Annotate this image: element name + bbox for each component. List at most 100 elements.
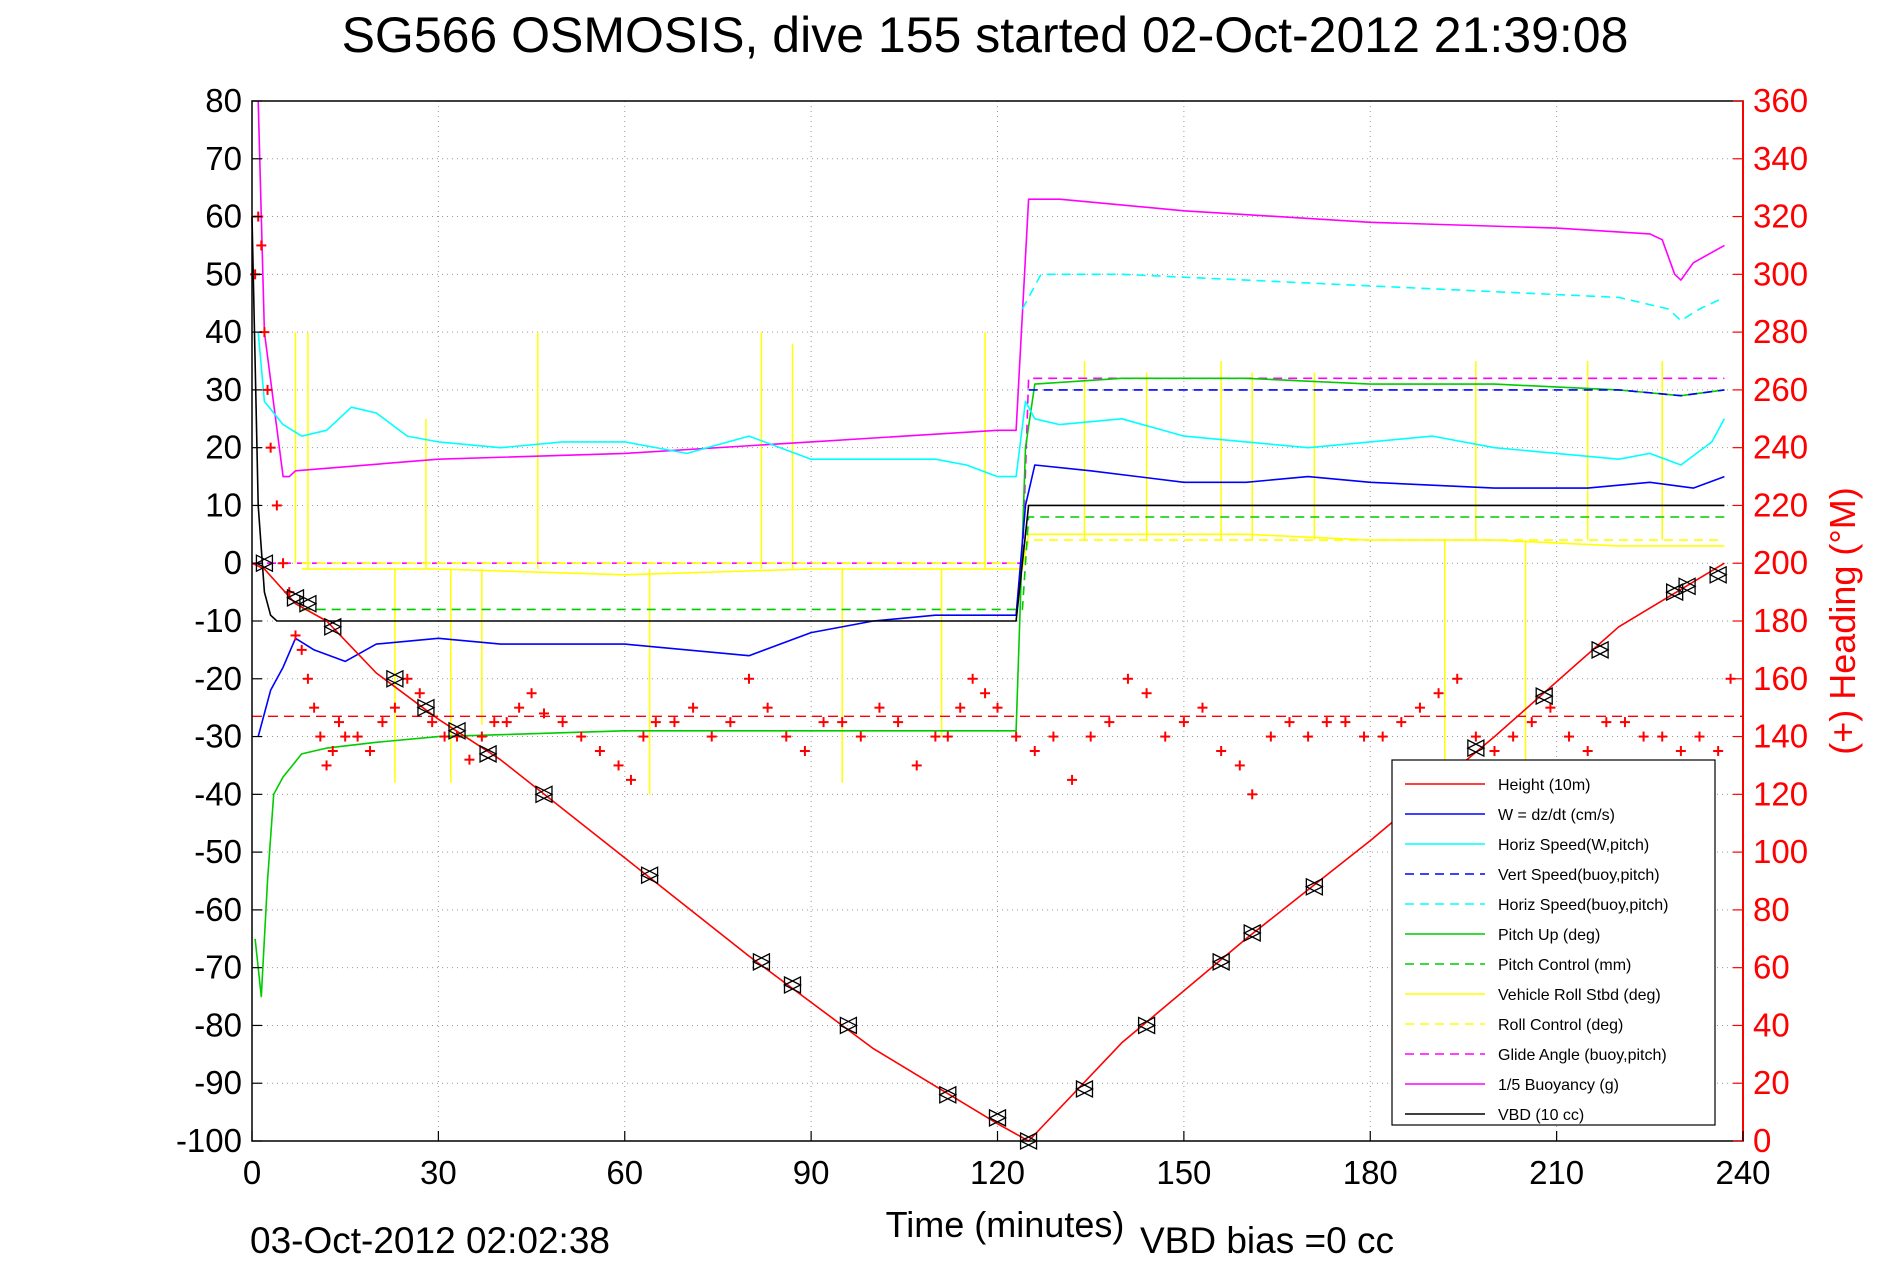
heading-point — [1396, 717, 1407, 728]
heading-point — [1067, 774, 1078, 785]
vbd-marker — [783, 975, 802, 995]
heading-point — [688, 702, 699, 713]
heading-point — [271, 500, 282, 511]
heading-point — [1303, 731, 1314, 742]
series-pitch-control-mm — [301, 516, 1725, 611]
vbd-marker — [1211, 952, 1231, 971]
heading-point — [1582, 746, 1593, 756]
heading-point — [262, 384, 273, 395]
heading-point — [309, 702, 320, 713]
x-tick-label: 150 — [1156, 1154, 1211, 1191]
vbd-marker — [988, 1108, 1007, 1127]
series-vbd-10-cc — [251, 216, 1725, 622]
right-tick-label: 240 — [1753, 429, 1808, 466]
vbd-marker — [1075, 1079, 1094, 1099]
footer-date: 03-Oct-2012 02:02:38 — [250, 1220, 610, 1261]
heading-point — [1470, 731, 1481, 742]
left-tick-label: -100 — [176, 1122, 242, 1159]
heading-point — [1141, 688, 1152, 699]
heading-point — [1029, 746, 1040, 756]
heading-point — [980, 688, 991, 699]
legend: Height (10m) W = dz/dt (cm/s) Horiz Speed(… — [1391, 759, 1716, 1126]
right-tick-label: 80 — [1753, 891, 1790, 928]
heading-point — [489, 717, 500, 728]
x-tick-label: 180 — [1343, 1154, 1398, 1191]
heading-point — [818, 717, 829, 728]
vbd-marker — [1242, 923, 1262, 943]
heading-point — [327, 746, 338, 756]
heading-point — [1638, 731, 1649, 742]
heading-point — [1265, 731, 1276, 742]
series-horiz-speed-w-pitch — [257, 332, 1726, 478]
heading-point — [625, 774, 636, 785]
right-tick-label: 200 — [1753, 544, 1808, 581]
heading-point — [1675, 746, 1686, 756]
heading-point — [365, 746, 376, 756]
heading-point — [464, 754, 475, 765]
heading-point — [439, 731, 450, 742]
left-tick-label: -10 — [194, 602, 242, 639]
heading-point — [1508, 731, 1519, 742]
heading-point — [1526, 717, 1537, 728]
legend-box — [1391, 759, 1716, 1126]
right-tick-label: 220 — [1753, 486, 1808, 523]
legend-label: Horiz Speed(W,pitch) — [1498, 837, 1649, 854]
x-tick-label: 30 — [420, 1154, 457, 1191]
left-tick-label: 80 — [205, 82, 242, 119]
left-tick-label: -70 — [194, 949, 242, 986]
right-tick-label: 60 — [1753, 949, 1790, 986]
heading-point — [1694, 731, 1705, 742]
heading-point — [992, 702, 1003, 713]
right-tick-label: 20 — [1753, 1064, 1790, 1101]
left-tick-label: -40 — [194, 775, 242, 812]
heading-point — [1657, 731, 1668, 742]
vbd-marker — [1590, 640, 1610, 659]
heading-point — [1104, 717, 1115, 728]
heading-point — [296, 644, 307, 655]
heading-point — [1452, 673, 1463, 684]
series-pitch-up-deg — [254, 377, 1725, 998]
heading-point — [837, 717, 848, 728]
vbd-marker — [385, 669, 405, 688]
left-axis: -100-90-80-70-60-50-40-30-20-10010203040… — [176, 82, 262, 1159]
heading-point — [1122, 673, 1133, 684]
series-vert-speed-buoy-pitch — [1028, 389, 1725, 397]
x-tick-label: 120 — [970, 1154, 1025, 1191]
vbd-marker — [298, 594, 318, 613]
right-axis: 0 20 40 60 80 100 120 140 160 180 200 220 240 260 280 3… — [1733, 82, 1808, 1159]
legend-label: 1/5 Buoyancy (g) — [1498, 1077, 1619, 1094]
left-tick-label: -80 — [194, 1006, 242, 1043]
heading-point — [1414, 702, 1425, 713]
heading-point — [352, 731, 363, 742]
chart-title: SG566 OSMOSIS, dive 155 started 02-Oct-2… — [342, 7, 1629, 63]
left-tick-label: -90 — [194, 1064, 242, 1101]
legend-label: Pitch Control (mm) — [1498, 957, 1631, 974]
right-axis-label: (+) Heading (°M) — [1822, 487, 1863, 754]
heading-point — [1234, 760, 1245, 771]
right-tick-label: 280 — [1753, 313, 1808, 350]
heading-point — [1713, 746, 1724, 756]
vbd-marker — [640, 866, 660, 885]
left-tick-label: -50 — [194, 833, 242, 870]
right-tick-label: 340 — [1753, 140, 1808, 177]
heading-point — [650, 717, 661, 728]
footer-vbd-bias: VBD bias =0 cc — [1140, 1220, 1394, 1261]
heading-point — [1216, 746, 1227, 756]
heading-point — [762, 702, 773, 713]
heading-point — [893, 717, 904, 728]
right-tick-label: 0 — [1753, 1122, 1771, 1159]
heading-point — [1564, 731, 1575, 742]
x-tick-label: 60 — [606, 1154, 643, 1191]
left-tick-label: 0 — [224, 544, 242, 581]
heading-point — [799, 746, 810, 756]
left-tick-label: 20 — [205, 429, 242, 466]
x-tick-label: 0 — [243, 1154, 261, 1191]
heading-point — [781, 731, 792, 742]
heading-point — [1321, 717, 1332, 728]
vbd-marker — [838, 1016, 858, 1035]
vbd-marker — [478, 744, 498, 763]
heading-point — [613, 760, 624, 771]
legend-label: Horiz Speed(buoy,pitch) — [1498, 897, 1668, 914]
heading-point — [333, 717, 344, 728]
